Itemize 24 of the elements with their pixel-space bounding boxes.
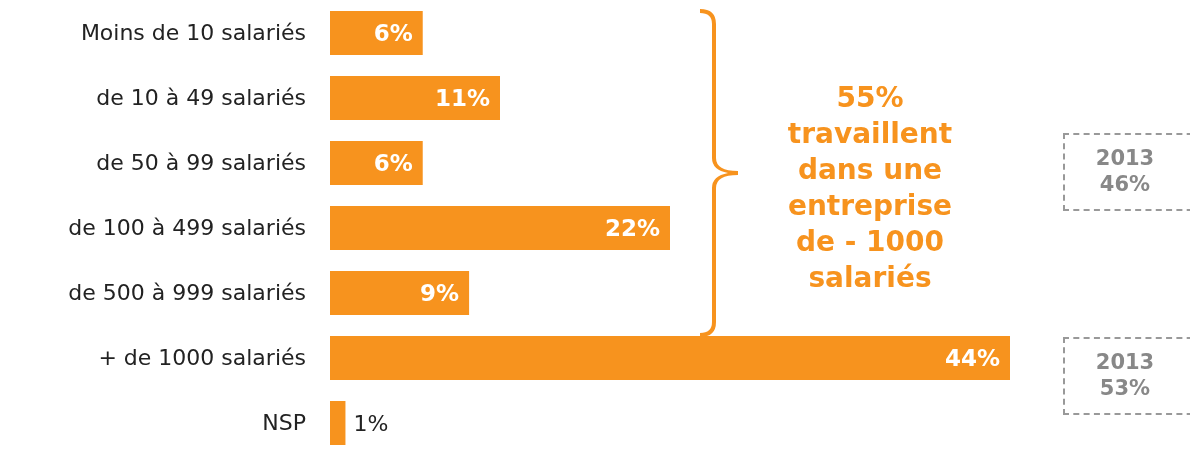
- text: 2013 46%: [1094, 145, 1156, 197]
- text: 2013 53%: [1094, 349, 1156, 401]
- data-label: 22%: [604, 215, 660, 242]
- y-tick-label: de 500 à 999 salariés: [68, 280, 306, 306]
- data-label: 6%: [373, 150, 413, 177]
- y-tick-label: de 10 à 49 salariés: [96, 85, 306, 111]
- y-tick-label: NSP: [262, 410, 306, 436]
- y-tick-label: Moins de 10 salariés: [80, 20, 306, 46]
- data-label: 6%: [373, 20, 413, 47]
- data-label: 11%: [434, 85, 490, 112]
- data-label: 44%: [944, 345, 1000, 372]
- bar: [330, 141, 423, 185]
- bar: [330, 271, 470, 315]
- y-tick-label: + de 1000 salariés: [98, 345, 306, 371]
- data-label: 1%: [353, 410, 389, 436]
- data-label: 9%: [420, 280, 460, 307]
- bar: [330, 206, 670, 250]
- bar: [330, 401, 346, 445]
- bar: [330, 76, 500, 120]
- bar: [330, 336, 1010, 380]
- y-tick-label: de 50 à 99 salariés: [96, 150, 306, 176]
- annotation: 55% travaillent dans une entreprise de - 1000 salariés: [786, 80, 954, 296]
- y-tick-label: de 100 à 499 salariés: [68, 215, 306, 241]
- bar: [330, 11, 423, 55]
